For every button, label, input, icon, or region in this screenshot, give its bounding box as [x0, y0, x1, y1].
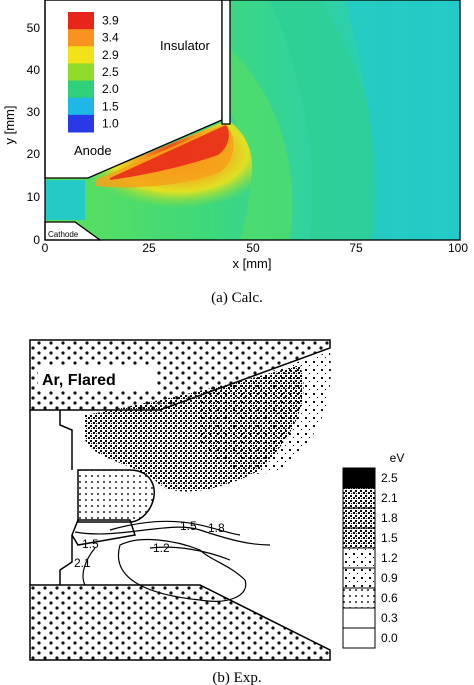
x-tick-label: 25 [142, 241, 156, 255]
y-axis-label: y [mm] [2, 106, 17, 145]
legend-swatch [342, 547, 376, 569]
legend-swatch [342, 627, 376, 649]
legend-swatch [342, 567, 376, 589]
contour-line [117, 538, 247, 602]
y-tick-label: 30 [27, 105, 41, 119]
legend-value: 2.0 [102, 82, 119, 96]
contour-line [109, 520, 241, 536]
legend-swatch [68, 63, 94, 82]
legend-value: 0.3 [381, 611, 398, 625]
x-tick-label: 0 [42, 241, 49, 255]
insulator-body [221, 0, 231, 125]
legend-swatch [68, 29, 94, 47]
legend-value: 1.0 [102, 116, 119, 130]
y-axis: 0 10 20 30 40 50 y [mm] [2, 21, 40, 247]
legend-value: 0.6 [381, 591, 398, 605]
x-tick-label: 100 [448, 241, 468, 255]
legend-swatch [68, 97, 94, 116]
panel-a-legend: 3.9 3.4 2.9 2.5 2.0 1.5 1.0 [62, 6, 142, 138]
y-tick-label: 50 [27, 21, 41, 35]
region-label: Ar, Flared [42, 372, 116, 389]
legend-value: 1.5 [381, 531, 398, 545]
contour-line [82, 547, 96, 586]
contour-label: 2.1 [74, 556, 91, 570]
legend-swatch [342, 527, 376, 549]
y-tick-label: 0 [33, 233, 40, 247]
contour-band [345, 0, 460, 240]
legend-swatch [342, 467, 376, 489]
hot-core [110, 125, 229, 180]
contour-band [270, 0, 382, 240]
inlet-channel [45, 180, 85, 220]
x-axis: 0 25 50 75 100 x [mm] [42, 241, 469, 271]
y-tick-label: 20 [27, 147, 41, 161]
legend-swatch [342, 587, 376, 609]
legend-unit: eV [390, 451, 405, 465]
legend-swatch [68, 80, 94, 99]
legend-value: 2.5 [381, 471, 398, 485]
legend-value: 1.2 [381, 551, 398, 565]
x-axis-label: x [mm] [233, 256, 272, 271]
panel-b-plot: Ar, Flared 1.5 1.5 1.8 1.2 2.1 [29, 339, 331, 661]
legend-value: 1.5 [102, 99, 119, 113]
lower-electrode [29, 584, 331, 661]
contour-label: 1.2 [153, 541, 170, 555]
contour-label: 1.5 [82, 537, 99, 551]
legend-value: 1.8 [381, 511, 398, 525]
legend-swatch [68, 46, 94, 64]
contour-line [149, 546, 231, 561]
contour-label: 1.5 [180, 519, 197, 533]
legend-value: 2.5 [102, 65, 119, 79]
cathode-label: Cathode [48, 230, 79, 239]
insulator-label: Insulator [160, 38, 211, 53]
cathode-dotted [77, 469, 155, 523]
y-tick-label: 40 [27, 63, 41, 77]
legend-value: 2.1 [381, 491, 398, 505]
contour-band [180, 40, 293, 240]
legend-value: 0.9 [381, 571, 398, 585]
anode-label: Anode [74, 143, 112, 158]
legend-swatch [342, 507, 376, 529]
temperature-plume-edge [200, 352, 331, 474]
contour-line [74, 526, 271, 546]
legend-value: 3.9 [102, 14, 119, 28]
legend-swatch [68, 114, 94, 133]
legend-value: 2.9 [102, 48, 119, 62]
caption-a: (a) Calc. [211, 290, 263, 306]
label-background [38, 366, 156, 390]
contour-label: 1.8 [208, 521, 225, 535]
y-tick-label: 10 [27, 190, 41, 204]
caption-b: (b) Exp. [212, 670, 261, 685]
upper-electrode [29, 339, 331, 411]
x-tick-label: 50 [246, 241, 260, 255]
panel-b-legend: 2.5 2.1 1.8 1.5 1.2 0.9 0.6 0.3 0.0 [342, 467, 398, 649]
x-tick-label: 75 [349, 241, 363, 255]
legend-swatch [68, 12, 94, 30]
legend-value: 3.4 [102, 31, 119, 45]
legend-value: 0.0 [381, 631, 398, 645]
legend-swatch [342, 487, 376, 509]
plot-frame [44, 0, 461, 241]
legend-swatch [342, 607, 376, 629]
